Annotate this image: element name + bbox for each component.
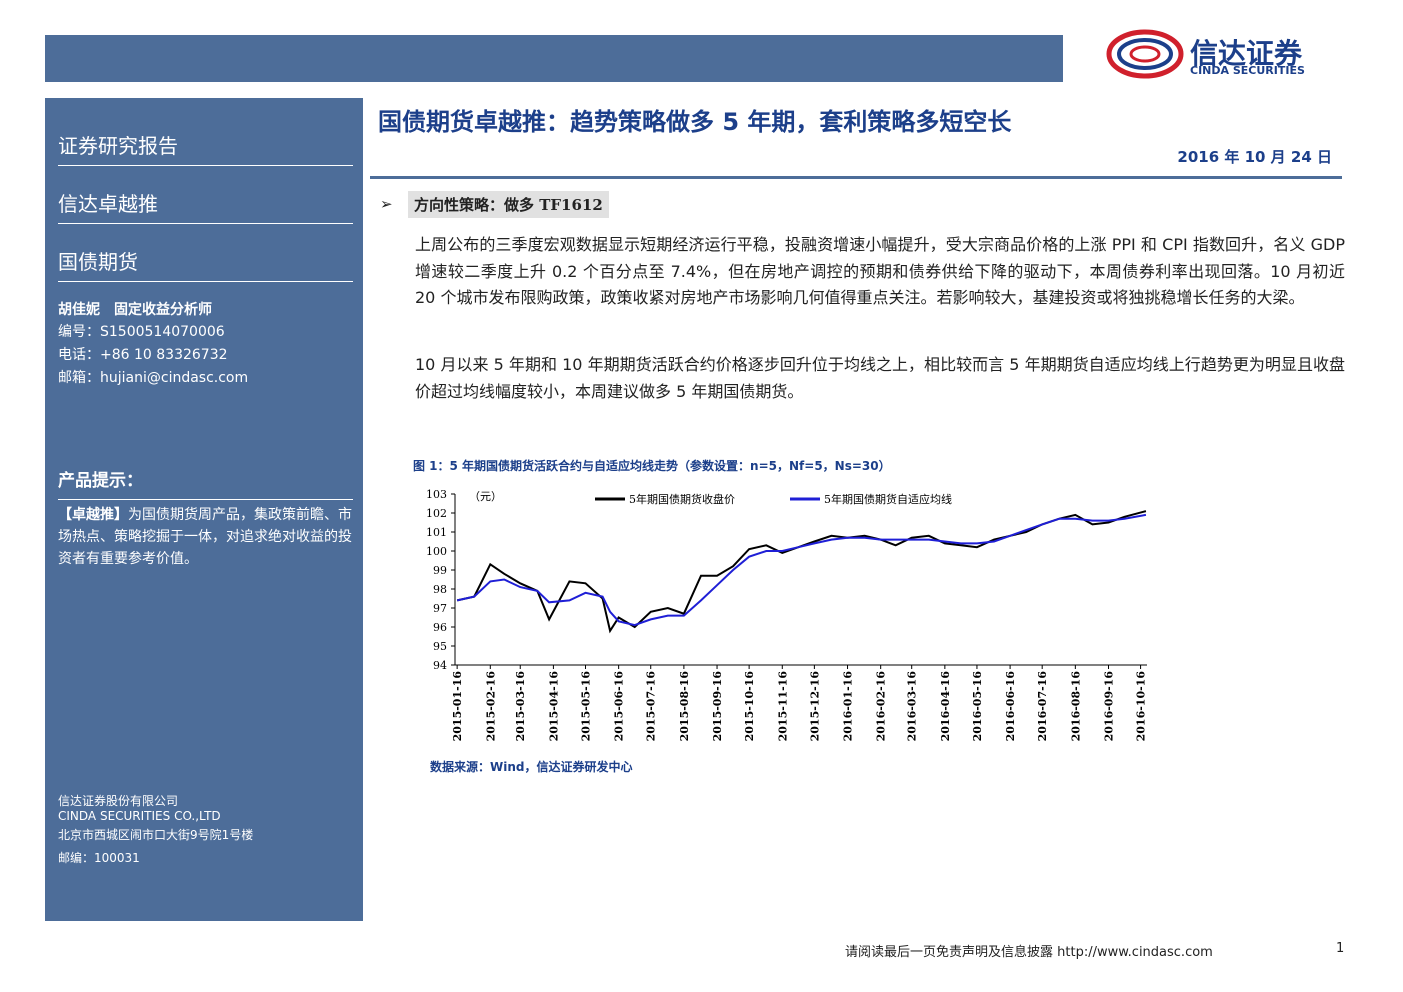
- x-tick-label: 2016-10-16: [1135, 671, 1148, 742]
- page-number: 1: [1336, 941, 1345, 956]
- tip-text: 【卓越推】为国债期货周产品，集政策前瞻、市场热点、策略挖掘于一体，对追求绝对收益…: [58, 504, 353, 570]
- title-rule: [370, 176, 1342, 179]
- report-title: 国债期货卓越推：趋势策略做多 5 年期，套利策略多短空长: [378, 108, 1012, 136]
- analyst-phone: 电话：+86 10 83326732: [58, 347, 228, 363]
- x-tick-label: 2015-11-16: [776, 671, 789, 742]
- company-1: 信达证券股份有限公司: [58, 794, 179, 808]
- x-tick-label: 2016-04-16: [939, 671, 952, 742]
- y-tick-label: 100: [426, 545, 447, 558]
- x-tick-label: 2016-07-16: [1036, 671, 1049, 742]
- paragraph: 10 月以来 5 年期和 10 年期期货活跃合约价格逐步回升位于均线之上，相比较…: [415, 355, 1345, 401]
- company-2: CINDA SECURITIES CO.,LTD: [58, 809, 221, 823]
- tip-title: 产品提示：: [58, 466, 353, 500]
- chart: 94 95 96 97 98 99 100 101 102 103 2015-01-16 2015-0…: [426, 488, 1148, 742]
- x-tick-label: 2015-04-16: [547, 671, 560, 742]
- sidebar: [45, 98, 363, 921]
- x-tick-label: 2016-06-16: [1004, 671, 1017, 742]
- bullet: ➢: [380, 195, 393, 213]
- company-4: 邮编：100031: [58, 851, 140, 865]
- x-tick-label: 2016-08-16: [1069, 671, 1082, 742]
- product: 信达卓越推: [58, 188, 353, 224]
- x-tick-label: 2015-07-16: [645, 671, 658, 742]
- analyst: 胡佳妮 固定收益分析师: [58, 302, 212, 318]
- tip-bracket: 【卓越推】: [58, 507, 128, 523]
- y-tick-label: 101: [426, 526, 447, 539]
- x-tick-label: 2015-06-16: [613, 671, 626, 742]
- paragraph: 上周公布的三季度宏观数据显示短期经济运行平稳，投融资增速小幅提升，受大宗商品价格…: [415, 235, 1345, 308]
- x-tick-label: 2015-05-16: [579, 671, 592, 742]
- logo-mark: [1106, 29, 1184, 79]
- x-tick-label: 2015-02-16: [484, 671, 497, 742]
- x-tick-label: 2016-09-16: [1102, 671, 1115, 742]
- x-tick-label: 2015-09-16: [711, 671, 724, 742]
- logo-en: CINDA SECURITIES: [1190, 64, 1305, 77]
- report-type: 证券研究报告: [58, 130, 353, 166]
- footer-disclaimer: 请阅读最后一页免责声明及信息披露 http://www.cindasc.com: [845, 945, 1213, 960]
- top-banner: [45, 35, 1063, 82]
- section-heading: 方向性策略：做多 TF1612: [408, 191, 609, 218]
- report-date: 2016 年 10 月 24 日: [1177, 148, 1332, 166]
- y-axis-label: （元）: [469, 490, 502, 503]
- category: 国债期货: [58, 246, 353, 282]
- y-tick-label: 95: [433, 640, 447, 653]
- y-tick-label: 98: [433, 583, 447, 596]
- y-tick-label: 94: [433, 659, 447, 672]
- line-series: [456, 513, 1147, 627]
- legend-label: 5年期国债期货自适应均线: [824, 492, 952, 506]
- x-tick-label: 2015-10-16: [743, 671, 756, 742]
- y-tick-label: 97: [433, 602, 447, 615]
- x-tick-label: 2015-01-16: [451, 671, 464, 742]
- legend-label: 5年期国债期货收盘价: [629, 492, 735, 506]
- analyst-id: 编号：S1500514070006: [58, 324, 225, 340]
- x-tick-label: 2016-02-16: [875, 671, 888, 742]
- line-series: [456, 510, 1147, 634]
- analyst-mail: 邮箱：hujiani@cindasc.com: [58, 370, 249, 386]
- tip-body: 为国债期货周产品，集政策前瞻、市场热点、策略挖掘于一体，对追求绝对收益的投资者有…: [58, 507, 352, 567]
- company-3: 北京市西城区闹市口大街9号院1号楼: [58, 828, 254, 842]
- y-tick-label: 96: [433, 621, 447, 634]
- x-tick-label: 2016-05-16: [971, 671, 984, 742]
- y-tick-label: 102: [426, 507, 447, 520]
- logo-name: 信达证券: [1190, 37, 1303, 70]
- x-tick-label: 2015-12-16: [808, 671, 821, 742]
- figure-caption: 图 1：5 年期国债期货活跃合约与自适应均线走势（参数设置：n=5，Nf=5，N…: [413, 459, 891, 473]
- y-tick-label: 99: [433, 564, 447, 577]
- x-tick-label: 2015-03-16: [514, 671, 527, 742]
- x-tick-label: 2016-01-16: [842, 671, 855, 742]
- x-tick-label: 2015-08-16: [678, 671, 691, 742]
- figure-source: 数据来源：Wind，信达证券研发中心: [430, 760, 633, 774]
- y-tick-label: 103: [426, 488, 447, 501]
- x-tick-label: 2016-03-16: [906, 671, 919, 742]
